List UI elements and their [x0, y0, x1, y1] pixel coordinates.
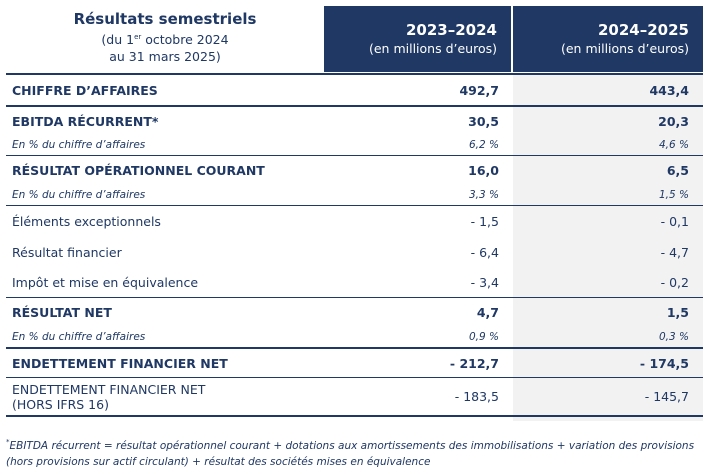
- column-header-2024-2025: 2024–2025 (en millions d’euros): [513, 6, 703, 72]
- table-row: RÉSULTAT OPÉRATIONNEL COURANT 16,0 6,5: [6, 155, 703, 185]
- results-table: CHIFFRE D’AFFAIRES 492,7 443,4 EBITDA RÉ…: [6, 73, 703, 417]
- table-row: Impôt et mise en équivalence - 3,4 - 0,2: [12, 274, 689, 290]
- table-row: En % du chiffre d’affaires 6,2 % 4,6 %: [12, 139, 689, 151]
- table-row: ENDETTEMENT FINANCIER NET - 212,7 - 174,…: [6, 347, 703, 377]
- table-row: Éléments exceptionnels - 1,5 - 0,1: [6, 205, 703, 237]
- column-shade-2024-2025: [513, 75, 703, 421]
- table-row: RÉSULTAT NET 4,7 1,5: [6, 297, 703, 327]
- table-row: CHIFFRE D’AFFAIRES 492,7 443,4: [6, 73, 703, 105]
- period-line-1: (du 1er octobre 2024: [101, 32, 229, 47]
- footnote: *EBITDA récurrent = résultat opérationne…: [6, 438, 695, 468]
- column-header-2023-2024: 2023–2024 (en millions d’euros): [324, 6, 511, 72]
- table-row: Résultat financier - 6,4 - 4,7: [12, 244, 689, 260]
- table-row: EBITDA RÉCURRENT* 30,5 20,3: [6, 105, 703, 135]
- table-row: En % du chiffre d’affaires 0,9 % 0,3 %: [12, 331, 689, 343]
- table-row: ENDETTEMENT FINANCIER NET (HORS IFRS 16)…: [6, 377, 703, 417]
- table-header-title: Résultats semestriels (du 1er octobre 20…: [6, 6, 324, 72]
- page-title: Résultats semestriels: [73, 10, 257, 28]
- period-line-2: au 31 mars 2025): [109, 49, 221, 64]
- table-row: En % du chiffre d’affaires 3,3 % 1,5 %: [12, 189, 689, 201]
